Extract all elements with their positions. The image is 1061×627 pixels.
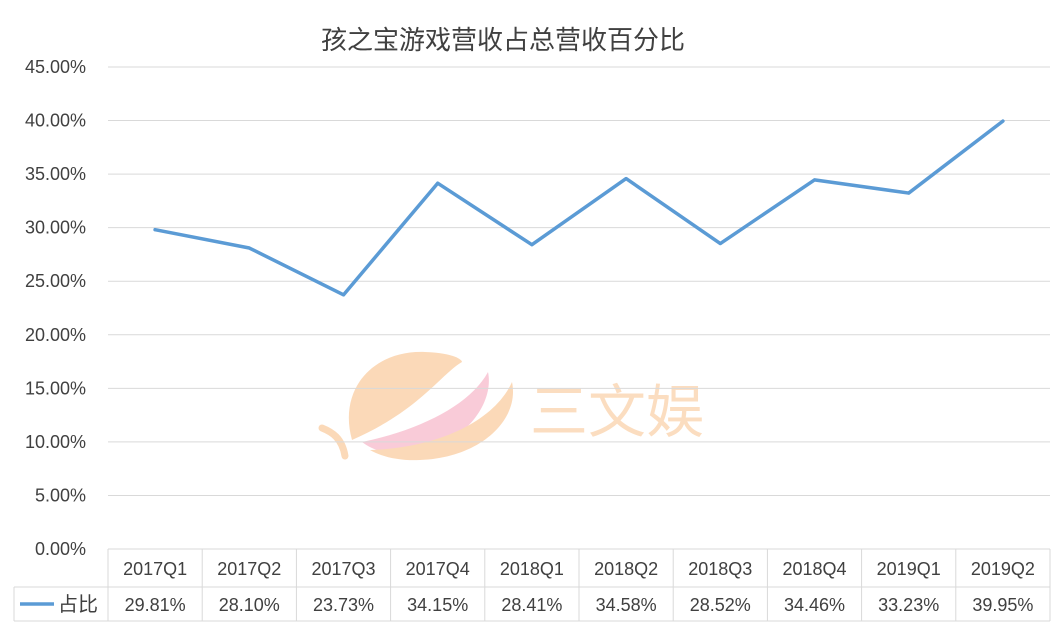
chart-title: 孩之宝游戏营收占总营收百分比 [321,26,685,56]
category-label: 2017Q1 [123,559,187,579]
category-label: 2018Q3 [688,559,752,579]
data-point [718,242,722,246]
data-value-cell: 33.23% [878,595,939,615]
data-value-cell: 28.52% [690,595,751,615]
data-point [247,246,251,250]
data-point [813,178,816,182]
category-label: 2017Q2 [217,559,281,579]
data-value-cell: 34.58% [596,595,657,615]
data-table: 2017Q1 2017Q2 2017Q3 2017Q4 2018Q1 2018Q2 2018… [13,548,1051,622]
y-tick-label: 40.00% [25,111,86,131]
watermark-stem [318,424,349,460]
data-point [342,293,345,297]
data-value-cell: 34.15% [407,595,468,615]
plot-area: 0.00% 5.00% 10.00% 15.00% 20.00% 25.00% 30.00%… [25,57,1050,559]
watermark-text: 三文娱 [530,378,704,446]
category-label: 2018Q2 [594,559,658,579]
category-label: 2019Q2 [971,559,1035,579]
y-tick-label: 45.00% [25,57,86,77]
y-tick-label: 5.00% [35,485,86,505]
category-label: 2018Q1 [500,559,564,579]
y-tick-label: 35.00% [25,164,86,184]
watermark-leaf-orange [348,351,462,440]
data-point [153,228,157,232]
data-value-cell: 28.41% [501,595,562,615]
data-point [436,181,440,185]
data-point [907,191,911,195]
data-value-cell: 29.81% [125,595,186,615]
y-tick-label: 15.00% [25,378,86,398]
y-tick-label: 30.00% [25,218,86,238]
category-label: 2017Q4 [406,559,470,579]
data-point [624,177,628,181]
category-label: 2017Q3 [311,559,375,579]
data-value-cell: 39.95% [972,595,1033,615]
data-value-cell: 28.10% [219,595,280,615]
y-tick-label: 0.00% [35,539,86,559]
data-point [530,243,534,247]
y-tick-label: 25.00% [25,271,86,291]
watermark-logo: 三文娱 [318,351,704,461]
series-line [153,119,1005,297]
y-tick-label: 20.00% [25,325,86,345]
data-value-cell: 34.46% [784,595,845,615]
data-point [1001,119,1005,123]
category-label: 2019Q1 [877,559,941,579]
y-tick-label: 10.00% [25,432,86,452]
watermark-leaf-peach [370,382,514,461]
category-label: 2018Q4 [782,559,846,579]
legend-label: 占比 [58,592,98,616]
data-value-cell: 23.73% [313,595,374,615]
